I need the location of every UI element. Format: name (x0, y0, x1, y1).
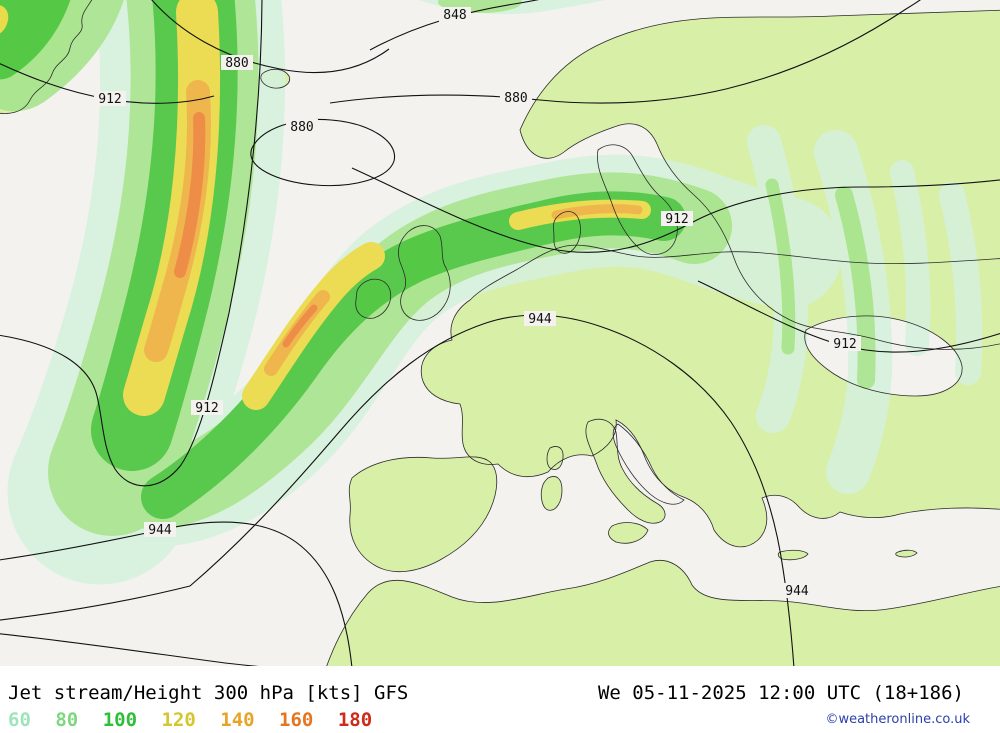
map-title: Jet stream/Height 300 hPa [kts] GFS (8, 682, 409, 704)
contour-label-layer: 848 880 880 880 912 912 912 912 944 944 … (94, 7, 861, 599)
legend-value-60: 60 (8, 709, 31, 731)
copyright-link[interactable]: ©weatheronline.co.uk (825, 712, 970, 727)
legend-value-180: 180 (337, 709, 373, 731)
contour-label: 912 (661, 211, 693, 227)
svg-text:912: 912 (195, 401, 218, 416)
contour-label: 944 (144, 522, 176, 538)
contour-848 (369, 0, 540, 51)
contour-944 (0, 314, 795, 666)
contour-label: 848 (439, 7, 471, 23)
svg-text:912: 912 (98, 92, 121, 107)
contour-880 (329, 0, 922, 104)
jet-band-60 (939, 182, 983, 385)
contour-layer (0, 0, 1000, 666)
svg-text:880: 880 (504, 91, 527, 106)
jet-band-160 (174, 112, 206, 278)
svg-text:848: 848 (443, 8, 466, 23)
contour-label: 912 (191, 400, 223, 416)
jet-stream-layer (0, 0, 983, 585)
jet-band-60 (890, 160, 931, 356)
svg-text:880: 880 (290, 120, 313, 135)
svg-text:880: 880 (225, 56, 248, 71)
legend-value-100: 100 (102, 709, 138, 731)
contour-880 (151, 0, 390, 74)
contour-label: 880 (221, 55, 253, 71)
legend-value-120: 120 (161, 709, 196, 731)
jet-band-120 (0, 5, 9, 34)
jet-band-160 (282, 304, 318, 348)
svg-text:912: 912 (665, 212, 688, 227)
jet-band-100 (0, 0, 71, 80)
speed-legend: 60 80 100 120 140 160 180 (8, 709, 385, 731)
contour-unlabeled (0, 633, 259, 666)
jetstream-height-map: 848 880 880 880 912 912 912 912 944 944 … (0, 0, 1000, 666)
map-datetime: We 05-11-2025 12:00 UTC (18+186) (597, 682, 964, 704)
contour-944 (0, 521, 353, 666)
jet-band-80 (765, 178, 796, 355)
jet-band-80 (835, 186, 876, 389)
contour-label: 880 (286, 119, 318, 135)
svg-text:944: 944 (785, 584, 809, 599)
legend-value-160: 160 (279, 709, 314, 731)
contour-label: 944 (781, 583, 813, 599)
legend-value-140: 140 (220, 709, 255, 731)
contour-label: 912 (829, 336, 861, 352)
svg-text:912: 912 (833, 337, 856, 352)
contour-label: 944 (524, 311, 556, 327)
svg-text:944: 944 (528, 312, 552, 327)
contour-912 (0, 0, 263, 487)
contour-label: 880 (500, 90, 532, 106)
legend-value-80: 80 (55, 709, 79, 731)
jet-band-140 (551, 204, 643, 220)
svg-text:944: 944 (148, 523, 172, 538)
contour-label: 912 (94, 91, 126, 107)
